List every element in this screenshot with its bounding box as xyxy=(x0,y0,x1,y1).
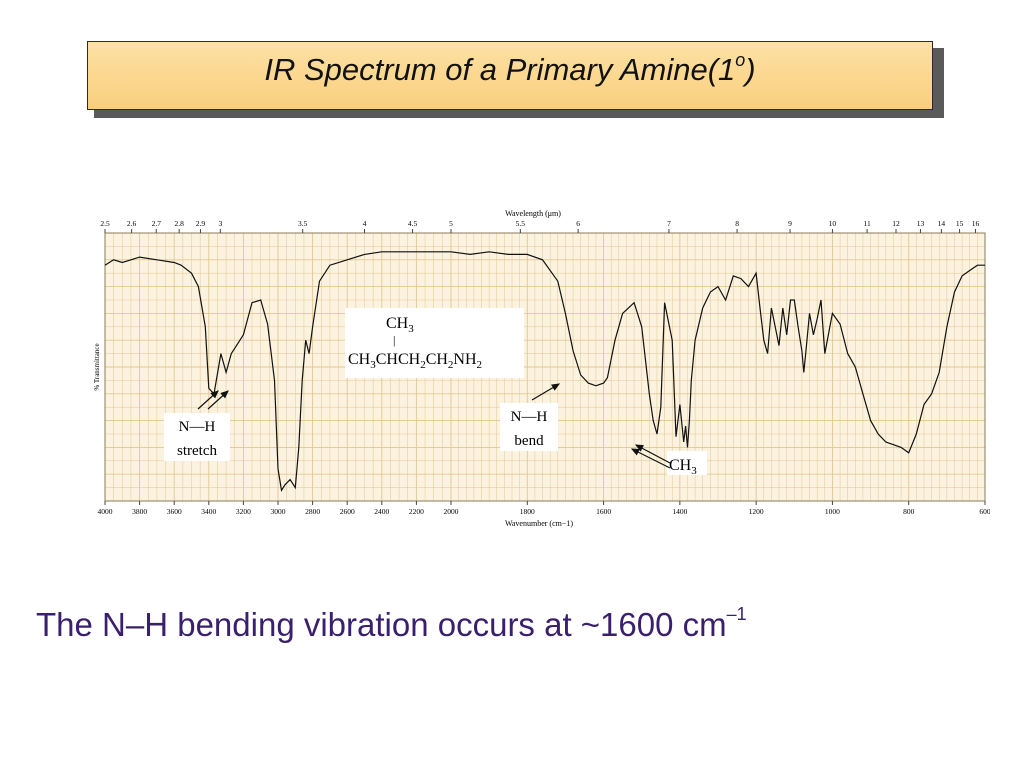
ch3-arrow-1 xyxy=(634,444,671,464)
nh-stretch-text2: stretch xyxy=(177,443,217,459)
wavelength-tick-label: 16 xyxy=(972,219,980,228)
x-tick-label: 3200 xyxy=(236,507,251,516)
nh-bend-text2: bend xyxy=(514,433,544,449)
nh-bend-box xyxy=(500,403,558,451)
nh-stretch-box xyxy=(164,413,230,461)
slide-title: IR Spectrum of a Primary Amine(1o) xyxy=(264,50,756,87)
plot-frame xyxy=(104,232,986,502)
x-tick-label: 2800 xyxy=(305,507,320,516)
wavelength-tick-label: 11 xyxy=(863,219,870,228)
structure-formula-part: 2 xyxy=(420,359,426,371)
x-tick-label: 2400 xyxy=(374,507,389,516)
wavelength-tick-label: 10 xyxy=(829,219,837,228)
wavelength-tick-label: 8 xyxy=(735,219,739,228)
structure-formula-part: CHCH xyxy=(376,351,421,368)
x-tick-label: 2600 xyxy=(340,507,355,516)
structure-formula-part: 2 xyxy=(477,359,483,371)
wavelength-tick-label: 6 xyxy=(576,219,580,228)
structure-box xyxy=(345,308,524,378)
wavelength-tick-label: 13 xyxy=(917,219,925,228)
x-tick-label: 3400 xyxy=(201,507,216,516)
wavelength-tick-label: 2.7 xyxy=(152,219,162,228)
nh-stretch-arrow-2 xyxy=(207,390,229,410)
chart-grid xyxy=(104,232,986,502)
x-tick-label: 1000 xyxy=(825,507,840,516)
wavelength-tick-label: 5.5 xyxy=(516,219,526,228)
ch3-text: CH3 xyxy=(669,457,697,477)
ch3-box xyxy=(667,451,707,475)
wavelength-tick-label: 2.5 xyxy=(100,219,110,228)
structure-formula-part: 2 xyxy=(448,359,454,371)
x-axis-title: Wavenumber (cm−1) xyxy=(505,519,573,528)
nh-bend-text1: N—H xyxy=(511,409,548,425)
x-tick-label: 2200 xyxy=(409,507,424,516)
title-box: IR Spectrum of a Primary Amine(1o) xyxy=(87,41,933,110)
wavelength-tick-label: 3 xyxy=(218,219,222,228)
x-tick-label: 1600 xyxy=(596,507,611,516)
x-tick-label: 1400 xyxy=(672,507,687,516)
spectrum-line xyxy=(104,251,985,492)
top-axis-title: Wavelength (μm) xyxy=(505,209,561,218)
structure-formula: CH3CHCH2CH2NH2 xyxy=(348,351,482,371)
wavelength-tick-label: 9 xyxy=(788,219,792,228)
structure-formula-part: CH xyxy=(348,351,371,368)
wavelength-ticks: 2.5 2.6 2.7 2.8 2.9 3 3.5 4 4.5 5 5.5 6 7 8 9 10 11 12 13 1… xyxy=(100,219,979,233)
wavelength-tick-label: 7 xyxy=(667,219,671,228)
nh-bend-arrow xyxy=(531,383,561,401)
structure-top: CH3 xyxy=(386,315,414,335)
wavelength-tick-label: 4 xyxy=(363,219,367,228)
structure-bond: | xyxy=(393,333,395,347)
wavelength-tick-label: 5 xyxy=(449,219,453,228)
structure-formula-part: CH xyxy=(426,351,449,368)
structure-formula-part: 3 xyxy=(370,359,376,371)
wavelength-tick-label: 3.5 xyxy=(298,219,308,228)
x-tick-label: 1800 xyxy=(520,507,535,516)
nh-stretch-text1: N—H xyxy=(179,419,216,435)
x-tick-label: 3000 xyxy=(271,507,286,516)
x-tick-label: 800 xyxy=(903,507,915,516)
wavelength-tick-label: 2.6 xyxy=(127,219,137,228)
wavelength-tick-label: 15 xyxy=(956,219,964,228)
x-tick-label: 1200 xyxy=(749,507,764,516)
wavelength-tick-label: 2.9 xyxy=(196,219,206,228)
x-tick-label: 3800 xyxy=(132,507,147,516)
wavelength-tick-label: 4.5 xyxy=(408,219,418,228)
y-axis-title: % Transmittance xyxy=(93,343,101,390)
slide-caption: The N–H bending vibration occurs at ~160… xyxy=(36,604,747,643)
x-tick-label: 600 xyxy=(979,507,990,516)
wavelength-tick-label: 12 xyxy=(892,219,900,228)
x-tick-label: 4000 xyxy=(98,507,113,516)
wavenumber-ticks: 4000 3800 3600 3400 3200 3000 2800 2600 2400 2200… xyxy=(98,501,990,516)
structure-formula-part: NH xyxy=(453,351,477,368)
x-tick-label: 2000 xyxy=(444,507,459,516)
x-tick-label: 3600 xyxy=(167,507,182,516)
wavelength-tick-label: 2.8 xyxy=(174,219,184,228)
ch3-arrow-2 xyxy=(630,448,671,469)
ir-spectrum-chart: Wavelength (μm) 2.5 2.6 2.7 2.8 2.9 3 3.5 4 4.5 5… xyxy=(93,209,990,528)
nh-stretch-arrow-1 xyxy=(197,390,219,410)
wavelength-tick-label: 14 xyxy=(938,219,946,228)
